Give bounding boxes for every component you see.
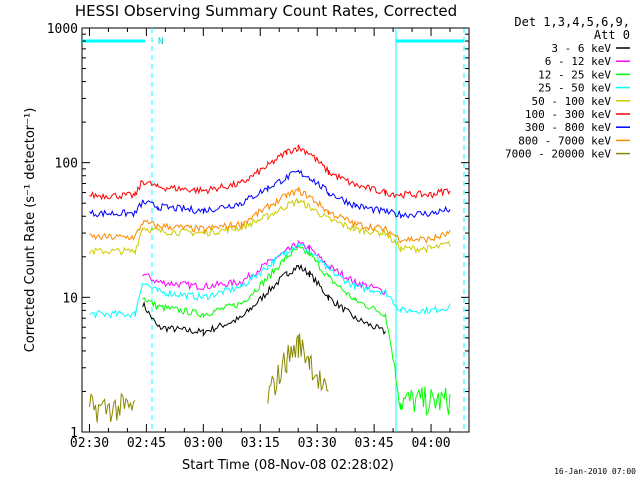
- series-line-5: [89, 197, 451, 256]
- x-tick-label: 02:30: [70, 436, 109, 451]
- legend-header-line-2: Att 0: [594, 28, 630, 42]
- plot-frame: [81, 27, 470, 433]
- series-line-8: [89, 186, 451, 244]
- legend-header-line-1: Det 1,3,4,5,6,9,: [514, 15, 630, 29]
- legend-label: 50 - 100 keV: [532, 95, 612, 108]
- legend-label: 100 - 300 keV: [525, 108, 611, 121]
- axis-layer: 02:30 02:45 03:00 03:15 03:30 03:45 04:00 1 10 10…: [47, 22, 469, 451]
- y-tick-label: 10: [62, 291, 78, 306]
- series-line-7: [89, 169, 451, 219]
- x-tick-label: 04:00: [411, 436, 450, 451]
- legend-label: 25 - 50 keV: [538, 82, 611, 95]
- y-axis-label: Corrected Count Rate (s⁻¹ detector⁻¹): [23, 108, 38, 353]
- x-tick-label: 02:45: [127, 436, 166, 451]
- x-tick-label: 03:45: [355, 436, 394, 451]
- series-line-1: [142, 263, 386, 337]
- y-tick-label: 100: [55, 157, 78, 172]
- chart-title: HESSI Observing Summary Count Rates, Cor…: [75, 2, 457, 20]
- y-tick-label: 1: [70, 426, 78, 441]
- legend-label: 3 - 6 keV: [551, 42, 611, 55]
- y-tick-label: 1000: [47, 22, 78, 37]
- timestamp: 16-Jan-2010 07:00: [554, 467, 636, 476]
- marker-label: N: [158, 37, 163, 47]
- legend-label: 300 - 800 keV: [525, 121, 611, 134]
- series-line-4: [89, 242, 451, 319]
- plot-area: [81, 27, 470, 433]
- x-axis-label: Start Time (08-Nov-08 02:28:02): [182, 458, 394, 473]
- series-line-6: [89, 144, 451, 201]
- series-line-9: [267, 333, 329, 404]
- legend-label: 800 - 7000 keV: [518, 134, 611, 147]
- x-tick-label: 03:30: [298, 436, 337, 451]
- x-tick-label: 03:15: [241, 436, 280, 451]
- series-line-9: [89, 392, 136, 423]
- x-tick-label: 03:00: [184, 436, 223, 451]
- legend-label: 6 - 12 keV: [545, 55, 612, 68]
- legend-label: 12 - 25 keV: [538, 68, 611, 81]
- legend-label: 7000 - 20000 keV: [505, 148, 611, 161]
- series-layer: [89, 144, 451, 423]
- marker-layer: N: [82, 28, 465, 432]
